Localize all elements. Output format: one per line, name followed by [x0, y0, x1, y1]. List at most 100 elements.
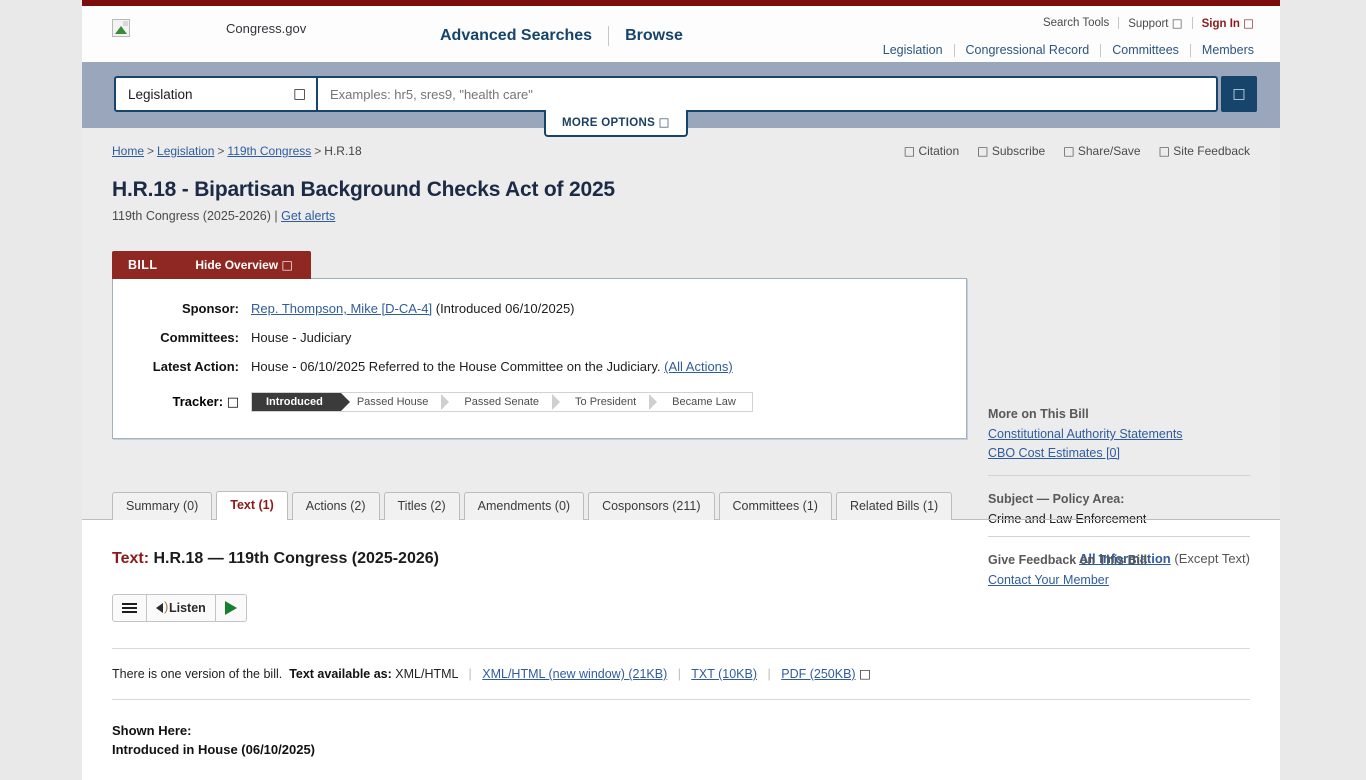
tracker-info-icon: □: [226, 395, 239, 410]
tab-actions[interactable]: Actions (2): [291, 492, 380, 520]
cbo-cost-estimates-link[interactable]: CBO Cost Estimates [0]: [988, 446, 1120, 460]
tab-amendments[interactable]: Amendments (0): [463, 492, 585, 520]
overview-row-sponsor: Sponsor: Rep. Thompson, Mike [D-CA-4] (I…: [133, 301, 946, 316]
congress-session: 119th Congress (2025-2026): [112, 209, 271, 223]
tracker-step-became-law: Became Law: [672, 396, 736, 408]
play-button[interactable]: [216, 595, 246, 621]
advanced-searches-link[interactable]: Advanced Searches: [440, 27, 593, 44]
search-submit-button[interactable]: □: [1221, 76, 1257, 112]
nav-item-congressional-record[interactable]: Congressional Record: [965, 43, 1090, 57]
nav-divider: [953, 43, 955, 57]
latest-action-value: House - 06/10/2025 Referred to the House…: [251, 359, 733, 374]
sidebar-section-more-on-bill: More on This Bill Constitutional Authori…: [988, 401, 1250, 475]
overview-row-committees: Committees: House - Judiciary: [133, 330, 946, 345]
breadcrumb-row: Home > Legislation >119th Congress > H.R.18 □…: [112, 128, 1250, 158]
page-title: H.R.18 - Bipartisan Background Checks Ac…: [112, 178, 615, 201]
chevron-up-icon: □: [281, 258, 293, 272]
congress-logo-icon: [112, 19, 130, 37]
site-brand[interactable]: Congress.gov: [112, 19, 306, 37]
overview-header: BILL Hide Overview □: [112, 251, 311, 279]
tracker-label: Tracker: □: [172, 394, 239, 410]
current-format-value: XML/HTML: [395, 667, 459, 681]
player-menu-button[interactable]: [113, 595, 147, 621]
txt-download-link[interactable]: TXT (10KB): [691, 667, 758, 681]
citation-icon: □: [903, 144, 916, 158]
all-actions-link[interactable]: (All Actions): [664, 359, 733, 374]
overview-body: Sponsor: Rep. Thompson, Mike [D-CA-4] (I…: [112, 278, 967, 439]
hide-overview-button[interactable]: Hide Overview □: [195, 258, 293, 272]
nav-item-legislation[interactable]: Legislation: [882, 43, 943, 57]
tab-related-bills[interactable]: Related Bills (1): [835, 492, 953, 520]
tab-text[interactable]: Text (1): [216, 491, 288, 521]
contact-your-member-link[interactable]: Contact Your Member: [988, 573, 1109, 587]
versions-count-text: There is one version of the bill.: [112, 667, 283, 681]
chevron-down-icon: □: [658, 115, 670, 129]
browse-link[interactable]: Browse: [625, 27, 683, 44]
audio-player: Listen: [112, 594, 247, 622]
committees-label: Committees:: [160, 330, 239, 345]
sidebar-heading: Subject — Policy Area:: [988, 492, 1125, 506]
sponsor-label: Sponsor:: [181, 301, 239, 316]
top-accent-bar: [82, 0, 1280, 6]
get-alerts-link[interactable]: Get alerts: [281, 209, 336, 223]
tracker-step-to-president: To President: [575, 396, 637, 408]
search-input[interactable]: [318, 76, 1218, 112]
breadcrumb-separator: >: [147, 144, 155, 158]
utility-links: Search Tools Support □ Sign In □: [1034, 16, 1254, 30]
more-options-button[interactable]: MORE OPTIONS □: [544, 110, 688, 137]
shown-here-value: Introduced in House (06/10/2025): [112, 741, 316, 757]
format-divider: |: [468, 667, 472, 681]
panel-divider: [112, 648, 1250, 649]
nav-item-members[interactable]: Members: [1201, 43, 1254, 57]
citation-link[interactable]: □ Citation: [903, 144, 960, 158]
breadcrumb-item-current: H.R.18: [324, 144, 362, 158]
pdf-download-link[interactable]: PDF (250KB): [781, 667, 856, 681]
constitutional-authority-link[interactable]: Constitutional Authority Statements: [988, 427, 1183, 441]
subscribe-link[interactable]: □ Subscribe: [977, 144, 1046, 158]
breadcrumb-item-legislation[interactable]: Legislation: [157, 144, 215, 158]
utility-divider: [1118, 17, 1120, 29]
search-tools-link[interactable]: Search Tools: [1042, 17, 1110, 29]
breadcrumb-item-home[interactable]: Home: [112, 144, 145, 158]
latest-action-text: House - 06/10/2025 Referred to the House…: [251, 359, 661, 374]
masthead-divider: [608, 26, 610, 46]
breadcrumb-separator: >: [314, 144, 322, 158]
search-form: Legislation □ □: [114, 76, 1257, 112]
primary-nav: Legislation Congressional Record Committ…: [872, 43, 1254, 57]
site-feedback-link[interactable]: □ Site Feedback: [1158, 144, 1250, 158]
nav-divider: [1189, 43, 1191, 57]
chevron-down-icon: □: [293, 86, 306, 102]
tab-titles[interactable]: Titles (2): [383, 492, 460, 520]
bill-tracker: Tracker: □ Introduced Passed House Passe…: [133, 392, 946, 412]
text-panel-header: Text: H.R.18 — 119th Congress (2025-2026…: [112, 520, 1250, 568]
sponsor-value: Rep. Thompson, Mike [D-CA-4] (Introduced…: [251, 301, 575, 316]
breadcrumb-separator: >: [217, 144, 225, 158]
all-information-suffix: (Except Text): [1174, 551, 1250, 566]
share-icon: □: [1063, 144, 1075, 158]
masthead-links: Advanced Searches Browse: [424, 26, 699, 46]
tab-summary[interactable]: Summary (0): [112, 492, 213, 520]
sidebar-heading: More on This Bill: [988, 407, 1089, 421]
sponsor-link[interactable]: Rep. Thompson, Mike [D-CA-4]: [251, 301, 433, 316]
site-masthead: Congress.gov Advanced Searches Browse Se…: [82, 6, 1280, 62]
nav-item-committees[interactable]: Committees: [1112, 43, 1179, 57]
share-save-link[interactable]: □ Share/Save: [1063, 144, 1141, 158]
sponsor-introduced-date: (Introduced 06/10/2025): [435, 301, 575, 316]
text-title-rest: H.R.18 — 119th Congress (2025-2026): [153, 550, 439, 567]
tab-committees[interactable]: Committees (1): [718, 492, 832, 520]
sign-in-link[interactable]: Sign In □: [1201, 16, 1254, 30]
bill-overview: BILL Hide Overview □ Sponsor: Rep. Thomp…: [112, 250, 967, 439]
feedback-icon: □: [1158, 144, 1170, 158]
tab-cosponsors[interactable]: Cosponsors (211): [588, 492, 715, 520]
hamburger-icon: [122, 601, 137, 615]
search-scope-select[interactable]: Legislation □: [114, 76, 318, 112]
xml-html-new-window-link[interactable]: XML/HTML (new window) (21KB): [482, 667, 668, 681]
all-information-link[interactable]: All Information: [1079, 551, 1171, 566]
support-link[interactable]: Support □: [1128, 16, 1183, 30]
bill-tabs: Summary (0) Text (1) Actions (2) Titles …: [82, 489, 1280, 521]
listen-button[interactable]: Listen: [147, 595, 216, 621]
shown-here-label: Shown Here:: [112, 723, 192, 738]
tracker-chevron-icon: [649, 394, 659, 410]
breadcrumb-item-congress[interactable]: 119th Congress: [227, 144, 312, 158]
tracker-steps: Introduced Passed House Passed Senate To…: [251, 392, 753, 412]
